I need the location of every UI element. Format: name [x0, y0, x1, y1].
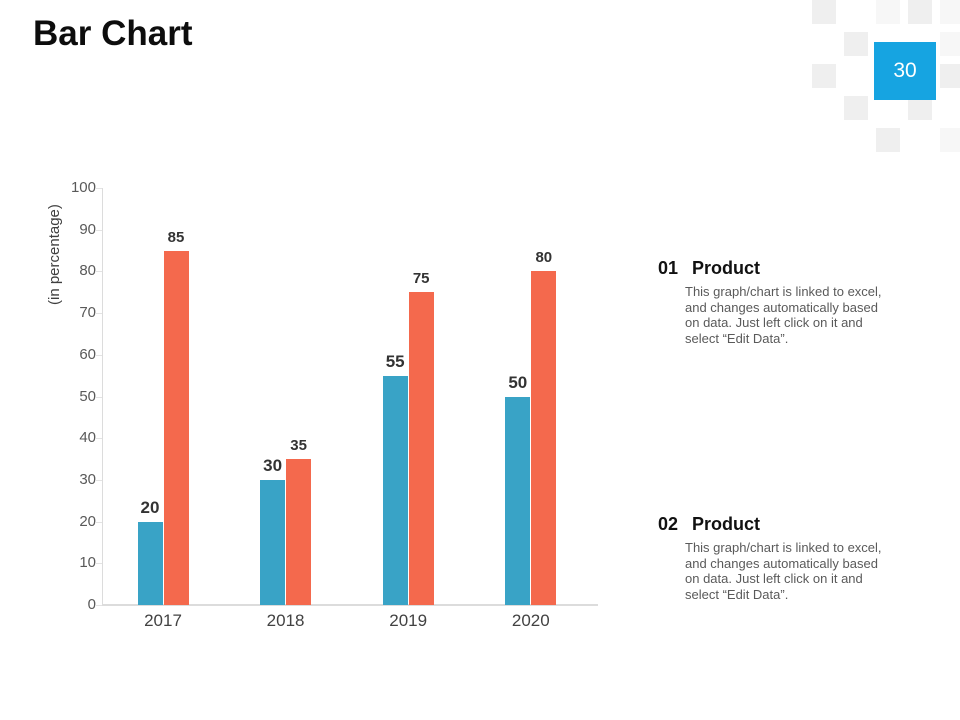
y-tick-mark: [95, 563, 102, 565]
y-tick-mark: [95, 271, 102, 273]
x-category-label: 2020: [511, 611, 550, 630]
page-number-badge: 30: [874, 42, 936, 100]
checker-cell: [940, 128, 960, 152]
bar-product-1-blue-2020: [505, 396, 531, 605]
checker-cell: [940, 64, 960, 88]
x-axis-line: [102, 604, 598, 606]
y-tick-mark: [95, 354, 102, 356]
page-number: 30: [893, 59, 917, 82]
x-category-label: 2018: [266, 611, 305, 630]
note-heading: 02 Product: [658, 514, 898, 535]
y-tick-mark: [95, 396, 102, 398]
y-tick-label: 70: [79, 304, 96, 322]
note-number: 02: [658, 514, 679, 534]
bar-value-label: 80: [535, 249, 553, 267]
note-body: This graph/chart is linked to excel, and…: [685, 540, 882, 602]
y-tick-mark: [95, 605, 102, 606]
note-title: Product: [692, 258, 761, 278]
note-product-1: 01 Product This graph/chart is linked to…: [658, 258, 898, 346]
y-tick-mark: [95, 229, 102, 231]
y-tick-label: 60: [79, 345, 96, 363]
checker-cell: [812, 0, 836, 24]
bar-product-1-blue-2018: [260, 479, 286, 605]
y-tick-mark: [95, 313, 102, 315]
checker-cell: [812, 64, 836, 88]
y-tick-label: 0: [87, 596, 96, 613]
bar-value-label: 20: [140, 497, 160, 517]
bar-value-label: 85: [167, 228, 185, 246]
checker-cell: [940, 0, 960, 24]
bar-product-1-blue-2017: [137, 521, 163, 605]
y-tick-label: 40: [79, 429, 96, 447]
checker-cell: [876, 128, 900, 152]
note-title: Product: [692, 514, 761, 534]
y-tick-mark: [95, 521, 102, 523]
bar-product-2-orange-2018: [286, 459, 312, 605]
x-category-label: 2019: [389, 611, 428, 630]
slide-title: Bar Chart: [33, 14, 193, 53]
y-tick-label: 30: [79, 470, 96, 488]
y-tick-label: 80: [79, 262, 96, 280]
note-number: 01: [658, 258, 679, 278]
checker-cell: [908, 0, 932, 24]
bar-value-label: 30: [263, 455, 283, 475]
note-product-2: 02 Product This graph/chart is linked to…: [658, 514, 898, 602]
bar-product-1-blue-2019: [382, 375, 408, 605]
checker-cell: [844, 32, 868, 56]
note-heading: 01 Product: [658, 258, 898, 279]
y-tick-mark: [95, 438, 102, 440]
y-axis-title: (in percentage): [46, 204, 63, 305]
y-tick-label: 90: [79, 220, 96, 238]
bar-product-2-orange-2017: [163, 250, 189, 605]
checker-cell: [876, 0, 900, 24]
note-body: This graph/chart is linked to excel, and…: [685, 284, 882, 346]
y-tick-label: 20: [79, 512, 96, 530]
checker-cell: [844, 96, 868, 120]
bar-product-2-orange-2020: [531, 271, 557, 605]
bar-value-label: 55: [385, 351, 405, 371]
checker-cell: [908, 96, 932, 120]
y-tick-label: 10: [79, 554, 96, 572]
bar-value-label: 35: [290, 437, 307, 455]
y-tick-mark: [95, 188, 102, 189]
bar-value-label: 75: [412, 270, 430, 288]
y-tick-label: 50: [79, 387, 96, 405]
bar-value-label: 50: [508, 372, 528, 392]
checker-cell: [940, 32, 960, 56]
bar-product-2-orange-2019: [408, 292, 434, 605]
y-axis-line: [102, 188, 103, 606]
y-tick-mark: [95, 479, 102, 481]
y-tick-label: 100: [70, 179, 96, 196]
x-category-label: 2017: [144, 611, 182, 630]
